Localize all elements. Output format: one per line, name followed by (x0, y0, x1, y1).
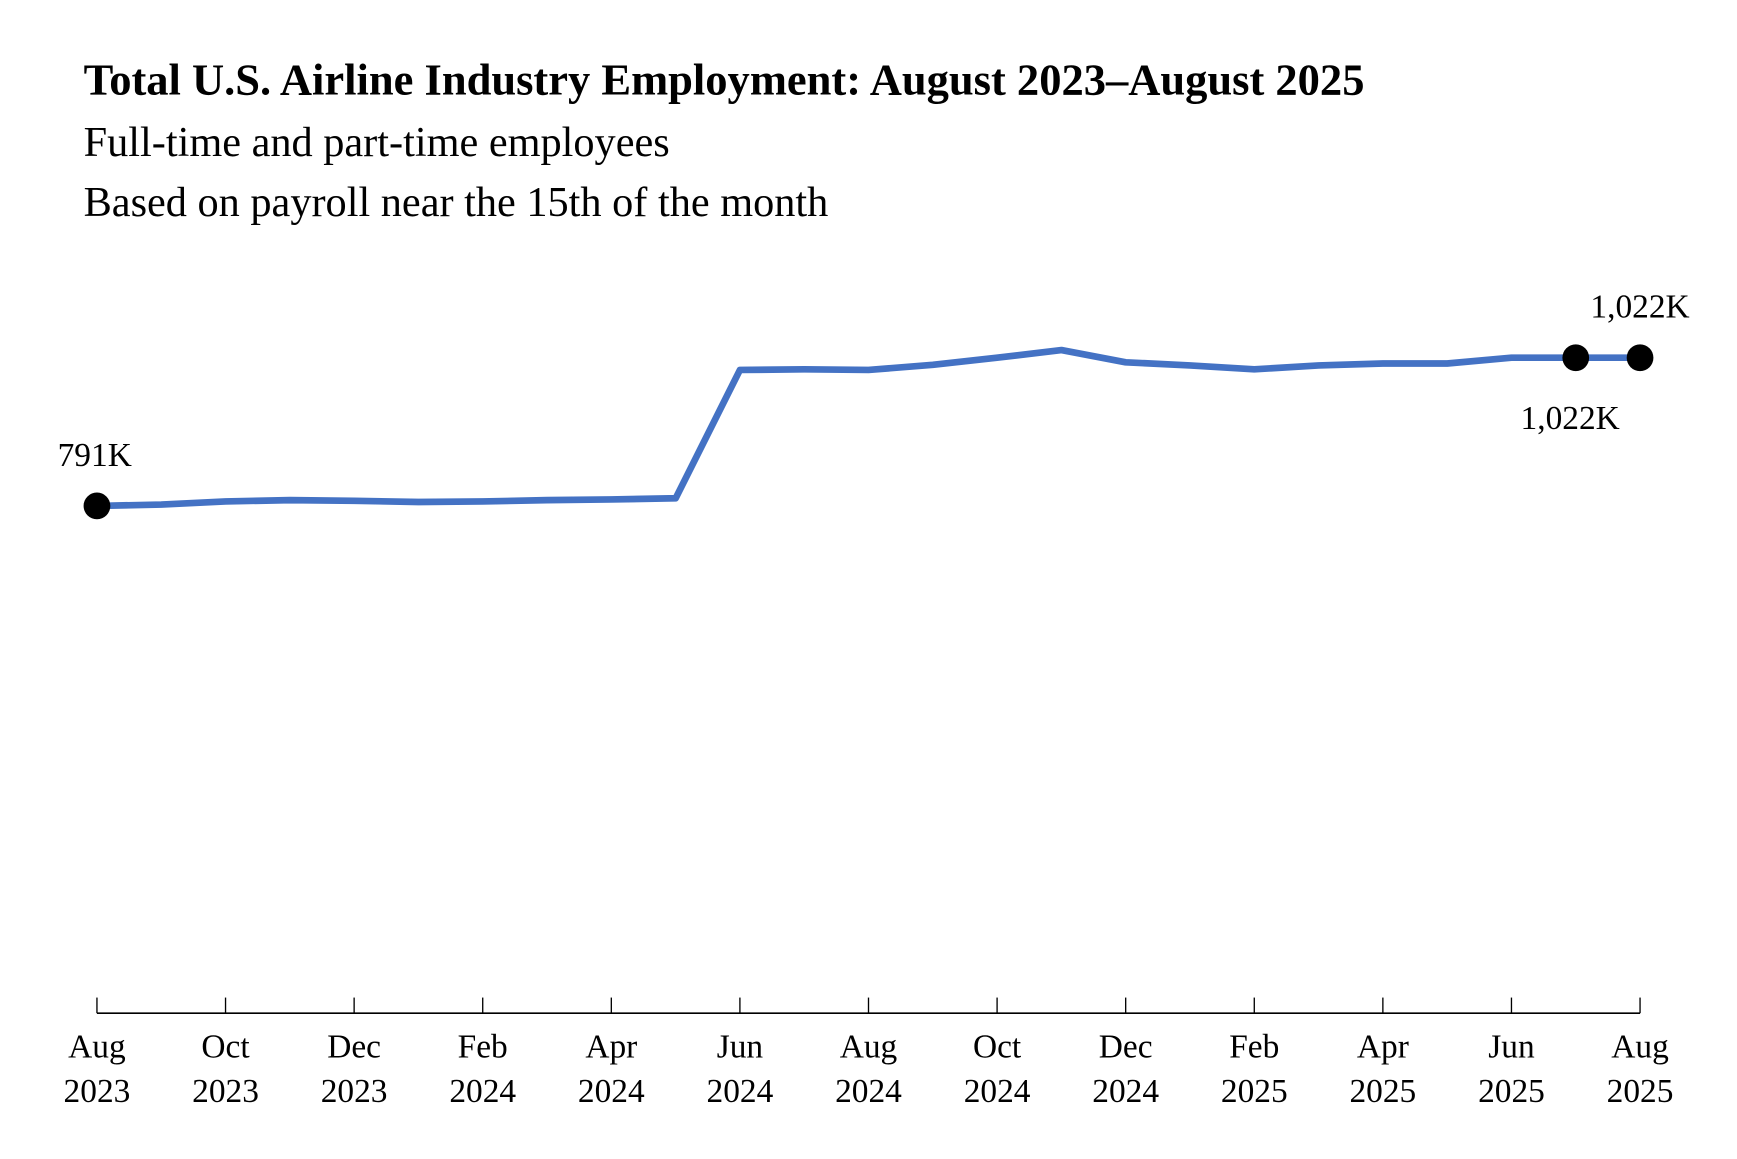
x-tick-label-year: 2025 (1221, 1073, 1288, 1110)
x-tick-label-year: 2024 (707, 1073, 774, 1110)
chart-title: Total U.S. Airline Industry Employment: … (84, 55, 1365, 105)
x-tick-label-year: 2023 (64, 1073, 131, 1110)
x-tick-label-month: Apr (585, 1029, 637, 1066)
chart-subtitle-2: Based on payroll near the 15th of the mo… (84, 179, 829, 226)
highlight-marker (1562, 344, 1590, 372)
x-tick-label-month: Aug (840, 1029, 898, 1066)
x-tick-label-month: Dec (327, 1029, 381, 1066)
x-tick-label-month: Oct (201, 1029, 250, 1066)
data-labels: 791K 1,022K 1,022K (58, 289, 1690, 520)
x-tick-label-month: Aug (1611, 1029, 1669, 1066)
x-tick-label-year: 2024 (578, 1073, 645, 1110)
x-tick-label-month: Oct (973, 1029, 1022, 1066)
series-line-total-employment (96, 346, 1641, 510)
x-axis: Aug 2023 Oct 2023 Dec 2023 Feb 2024 Apr 2024 Jun 20… (64, 997, 1674, 1110)
x-tick-label-year: 2023 (321, 1073, 388, 1110)
x-tick-label-month: Jun (717, 1029, 764, 1066)
data-label: 1,022K (1521, 400, 1620, 437)
x-tick-label-month: Jun (1488, 1029, 1535, 1066)
x-tick-label-year: 2025 (1607, 1073, 1674, 1110)
x-tick-label-month: Aug (68, 1029, 126, 1066)
x-tick-label-year: 2024 (964, 1073, 1031, 1110)
x-tick-label-month: Dec (1099, 1029, 1153, 1066)
x-tick-label-year: 2025 (1349, 1073, 1416, 1110)
series-layer (96, 346, 1641, 510)
x-tick-label-month: Feb (458, 1029, 508, 1066)
data-label: 1,022K (1590, 289, 1689, 326)
x-tick-label-month: Feb (1229, 1029, 1279, 1066)
x-tick-label-year: 2024 (835, 1073, 902, 1110)
x-tick-label-month: Apr (1357, 1029, 1409, 1066)
data-label: 791K (58, 437, 132, 474)
x-tick-label-year: 2025 (1478, 1073, 1545, 1110)
x-tick-label-year: 2024 (1092, 1073, 1159, 1110)
x-tick-label-year: 2023 (192, 1073, 259, 1110)
x-tick-label-year: 2024 (449, 1073, 516, 1110)
highlight-marker (83, 492, 111, 520)
highlight-marker (1626, 344, 1654, 372)
chart-subtitle-1: Full-time and part-time employees (84, 119, 670, 166)
